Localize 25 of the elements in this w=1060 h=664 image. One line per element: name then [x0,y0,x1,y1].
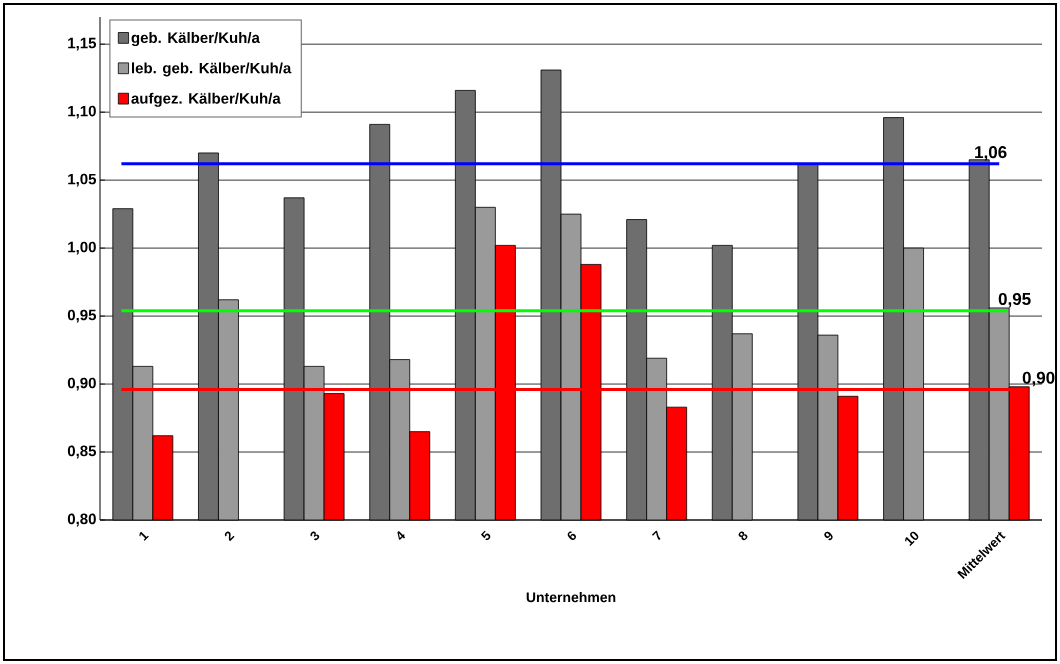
x-tick-label: 8 [738,531,748,541]
x-tick-label: 3 [310,531,320,541]
ref-line-label: 0,90 [1022,371,1055,387]
legend-label: leb. geb. Kälber/Kuh/a [132,62,292,77]
x-tick-label: 4 [397,530,406,541]
y-tick-label: 1,15 [68,37,97,51]
x-tick-label: 2 [224,531,235,542]
x-tick-label: 7 [651,530,661,541]
y-tick-label: 0,95 [67,309,97,323]
x-tick-label: 6 [567,531,577,540]
ref-line-label: 1,06 [975,146,1007,161]
x-tick-label: 10 [905,531,919,547]
y-tick-label: 0,90 [67,377,96,391]
x-tick-label: 9 [824,531,833,541]
y-tick-label: 0,85 [67,445,97,459]
y-tick-label: 1,05 [68,173,97,187]
legend-label: geb. Kälber/Kuh/a [131,32,260,47]
y-tick-label: 1,10 [68,105,96,119]
x-tick-label: 1 [139,531,149,541]
legend-label: aufgez. Kälber/Kuh/a [131,92,281,107]
x-axis-title: Unternehmen [526,591,616,603]
x-tick-label: 5 [480,530,491,541]
y-tick-label: 0,80 [67,513,96,527]
ref-line-label: 0,95 [998,292,1031,308]
y-tick-label: 1,00 [68,241,96,255]
